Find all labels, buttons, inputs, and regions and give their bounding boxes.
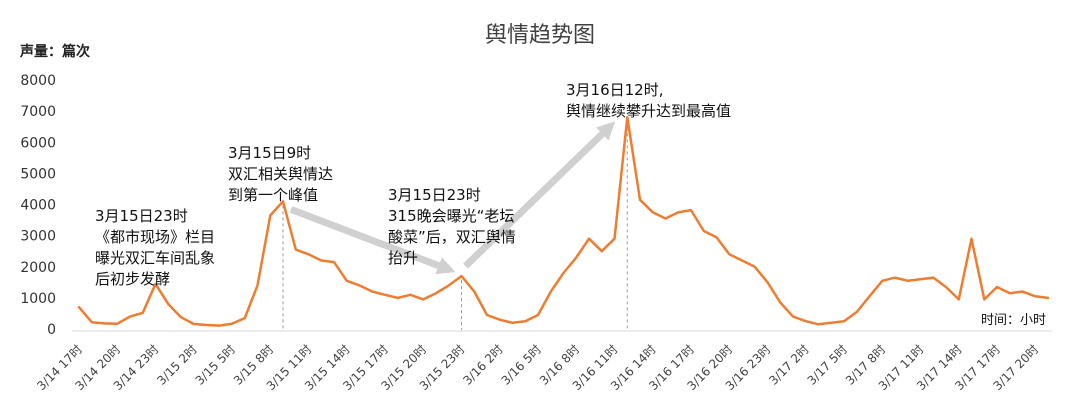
annotation-early-spread: 3月15日23时 《都市现场》栏目 曝光双汇车间乱象 后初步发酵: [95, 207, 220, 288]
x-tick-label: 3/17 5时: [805, 342, 851, 388]
annotation-line: 舆情继续攀升达到最高值: [566, 102, 731, 120]
y-tick-label: 5000: [20, 166, 56, 182]
annotation-line: 3月15日23时: [388, 186, 481, 204]
trend-arrows: [289, 121, 616, 275]
annotation-315-gala: 3月15日23时 315晚会曝光“老坛 酸菜”后，双汇舆情 抬升: [388, 186, 521, 267]
annotation-line: 双汇相关舆情达: [228, 165, 333, 183]
x-tick-label: 3/17 2时: [766, 342, 812, 388]
annotation-line: 后初步发酵: [95, 270, 170, 288]
annotation-line: 315晚会曝光“老坛: [388, 207, 514, 225]
annotation-highest-peak: 3月16日12时, 舆情继续攀升达到最高值: [566, 81, 731, 120]
y-tick-label: 1000: [20, 291, 56, 307]
x-axis-label: 时间：小时: [981, 313, 1046, 328]
x-tick-label: 3/15 5时: [193, 342, 239, 388]
x-tick-label: 3/16 5时: [499, 342, 545, 388]
annotation-line: 曝光双汇车间乱象: [95, 249, 215, 267]
series-line: [77, 116, 1050, 327]
annotation-line: 到第一个峰值: [228, 186, 318, 204]
arrow-head: [435, 257, 456, 275]
annotation-line: 抬升: [388, 249, 418, 267]
annotation-line: 酸菜”后，双汇舆情: [388, 228, 516, 246]
arrow-head: [596, 121, 616, 141]
y-tick-label: 0: [47, 322, 56, 338]
annotation-first-peak: 3月15日9时 双汇相关舆情达 到第一个峰值: [228, 144, 338, 204]
annotation-line: 3月16日12时,: [566, 81, 664, 99]
peak-reference-lines: [282, 121, 628, 330]
annotation-line: 3月15日23时: [95, 207, 188, 225]
trend-arrow: [289, 206, 456, 275]
annotation-line: 《都市现场》栏目: [95, 228, 215, 246]
y-tick-label: 8000: [20, 73, 56, 89]
arrow-shaft: [289, 206, 440, 269]
y-axis-label: 声量：篇次: [19, 43, 90, 60]
y-tick-label: 7000: [20, 104, 56, 120]
annotation-line: 3月15日9时: [228, 144, 311, 162]
y-tick-label: 2000: [20, 260, 56, 276]
y-tick-label: 3000: [20, 229, 56, 245]
trend-arrow: [463, 121, 616, 269]
chart-title: 舆情趋势图: [485, 23, 595, 48]
y-tick-label: 6000: [20, 135, 56, 151]
y-tick-label: 4000: [20, 198, 56, 214]
y-tick-labels: 0 1000 2000 3000 4000 5000 6000 7000 8000: [20, 73, 56, 338]
series: [77, 116, 1050, 327]
x-tick-label: 3/16 2时: [460, 342, 506, 388]
x-tick-label: 3/15 2时: [154, 342, 200, 388]
arrow-shaft: [463, 131, 605, 269]
